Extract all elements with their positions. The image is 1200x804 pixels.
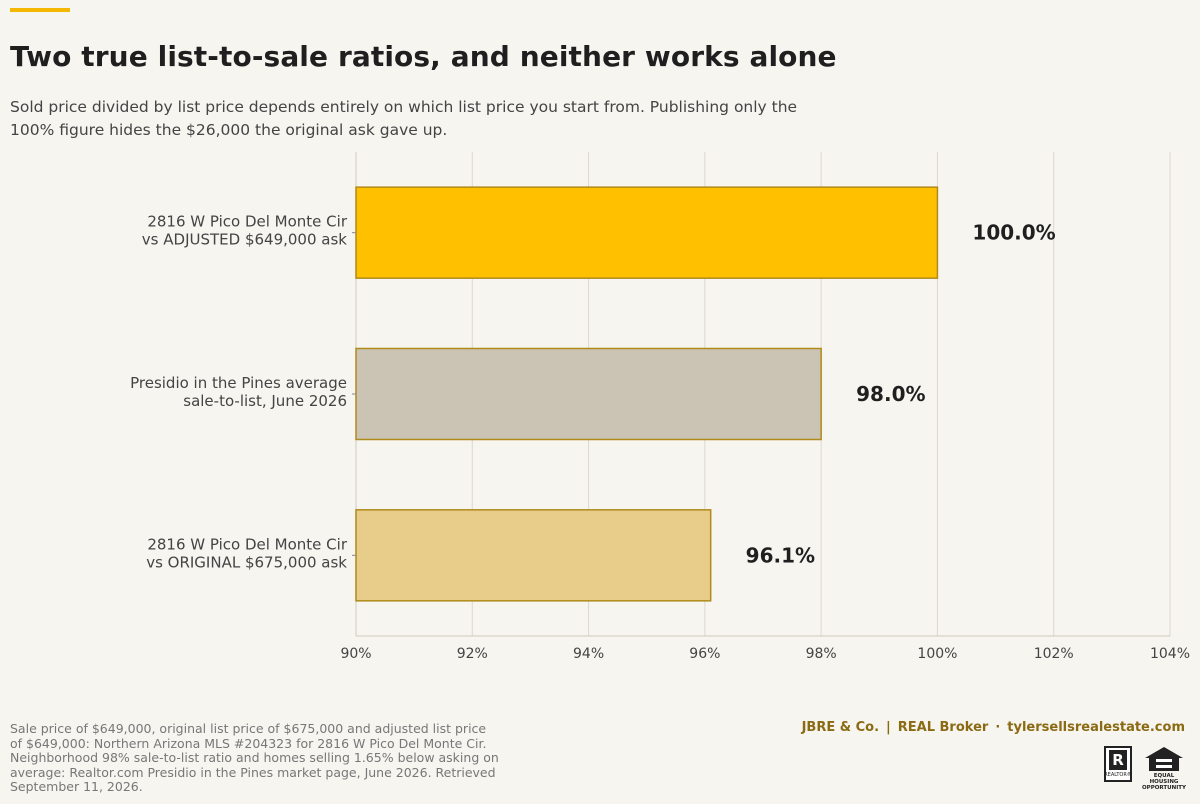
bar bbox=[355, 186, 939, 279]
equal-housing-house-icon bbox=[1145, 747, 1183, 771]
credit-dot: · bbox=[995, 720, 1001, 735]
chart-subtitle: Sold price divided by list price depends… bbox=[10, 98, 798, 139]
source-note: Sale price of $649,000, original list pr… bbox=[10, 721, 499, 794]
x-tick-label: 104% bbox=[1150, 646, 1190, 662]
value-label: 96.1% bbox=[746, 543, 815, 567]
category-label: vs ORIGINAL $675,000 ask bbox=[146, 553, 347, 571]
realtor-logo-letter: R bbox=[1109, 750, 1127, 770]
broker-name: REAL Broker bbox=[897, 720, 989, 735]
website-link[interactable]: tylersellsrealestate.com bbox=[1007, 720, 1185, 735]
credit-line: JBRE & Co. | REAL Broker · tylersellsrealest… bbox=[802, 720, 1185, 735]
x-tick-label: 90% bbox=[340, 646, 371, 662]
bar-chart: 90% 92% 94% 96% 98% 100% 102% 104% 100.0% 2816 W … bbox=[130, 152, 1190, 662]
realtor-logo-icon: R REALTOR® bbox=[1104, 746, 1132, 782]
x-tick-label: 102% bbox=[1034, 646, 1074, 662]
credit-separator: | bbox=[886, 720, 891, 735]
brand-name: JBRE & Co. bbox=[801, 720, 880, 735]
equal-housing-text: EQUAL HOUSING OPPORTUNITY bbox=[1142, 773, 1187, 791]
equal-housing-opportunity-icon: EQUAL HOUSING OPPORTUNITY bbox=[1142, 746, 1186, 791]
value-label: 98.0% bbox=[856, 382, 925, 406]
accent-bar bbox=[10, 8, 70, 12]
category-label: Presidio in the Pines average bbox=[130, 374, 347, 392]
x-tick-label: 92% bbox=[457, 646, 488, 662]
category-label: sale-to-list, June 2026 bbox=[183, 392, 347, 410]
bar bbox=[355, 509, 712, 602]
x-tick-label: 96% bbox=[689, 646, 720, 662]
category-label: 2816 W Pico Del Monte Cir bbox=[147, 535, 347, 553]
logo-group: R REALTOR® EQUAL HOUSING OPPORTUNITY bbox=[1104, 746, 1186, 791]
bar bbox=[355, 347, 822, 441]
x-tick-label: 100% bbox=[917, 646, 957, 662]
x-tick-label: 94% bbox=[573, 646, 604, 662]
chart-title: Two true list-to-sale ratios, and neithe… bbox=[10, 40, 837, 73]
realtor-logo-text: REALTOR® bbox=[1104, 772, 1132, 778]
category-label: 2816 W Pico Del Monte Cir bbox=[147, 213, 347, 231]
x-tick-label: 98% bbox=[806, 646, 837, 662]
value-label: 100.0% bbox=[972, 221, 1055, 245]
category-label: vs ADJUSTED $649,000 ask bbox=[142, 231, 348, 249]
